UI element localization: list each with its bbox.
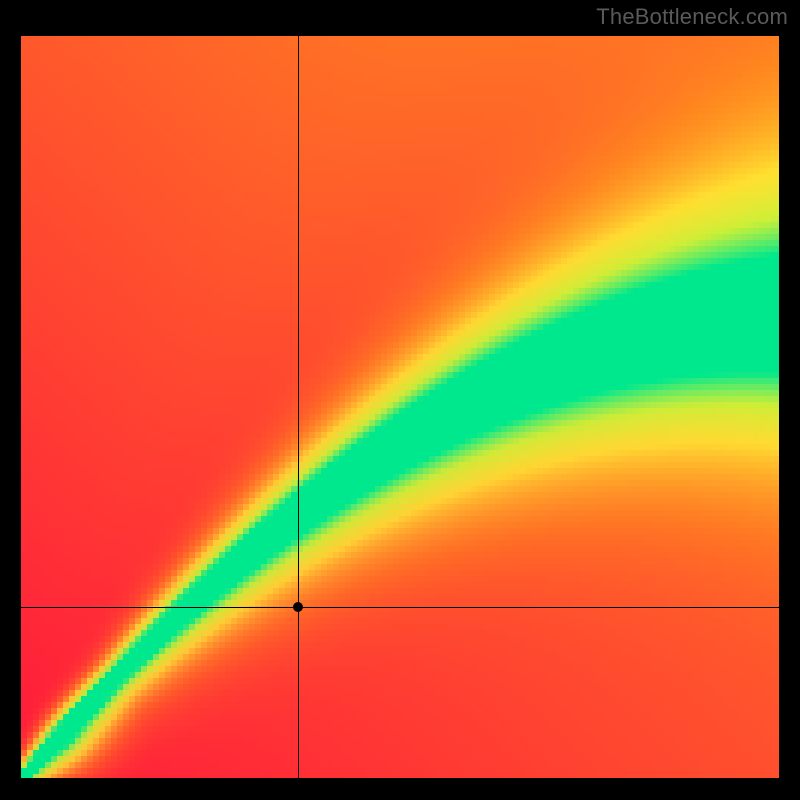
heatmap-plot bbox=[21, 36, 779, 778]
figure-frame: TheBottleneck.com bbox=[0, 0, 800, 800]
watermark-text: TheBottleneck.com bbox=[596, 4, 788, 30]
crosshair-marker bbox=[293, 602, 303, 612]
crosshair-vertical bbox=[298, 36, 299, 778]
crosshair-horizontal bbox=[21, 607, 779, 608]
heatmap-canvas bbox=[21, 36, 779, 778]
